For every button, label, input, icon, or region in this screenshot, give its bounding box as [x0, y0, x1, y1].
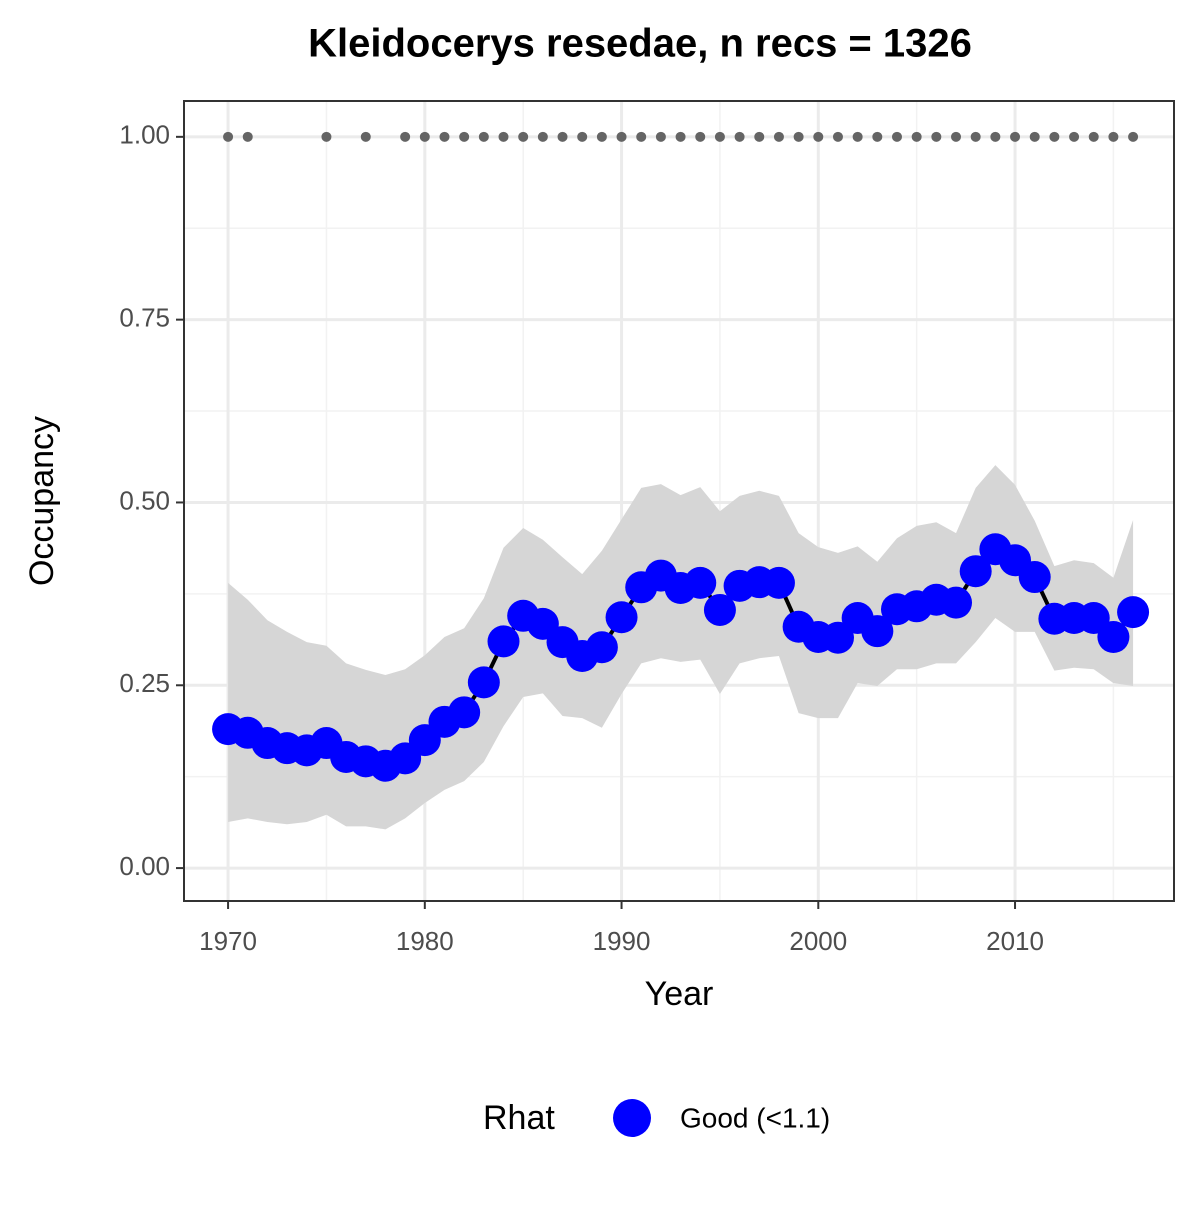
record-point: [813, 131, 824, 142]
data-point: [684, 566, 717, 599]
x-axis-label: Year: [645, 975, 714, 1013]
data-point: [585, 631, 618, 664]
data-point: [1097, 621, 1130, 654]
x-tick-label: 2010: [986, 926, 1044, 956]
record-point: [911, 131, 922, 142]
record-point: [1010, 131, 1021, 142]
record-point: [1029, 131, 1040, 142]
record-point: [400, 131, 411, 142]
record-point: [951, 131, 962, 142]
data-point: [605, 601, 638, 634]
panel-border: [183, 100, 1175, 902]
data-point: [487, 625, 520, 658]
y-tick-label: 0.00: [119, 851, 170, 881]
record-point: [557, 131, 568, 142]
record-point: [714, 131, 725, 142]
record-point: [990, 131, 1001, 142]
chart-title: Kleidocerys resedae, n recs = 1326: [308, 22, 972, 66]
y-tick-label: 0.75: [119, 303, 170, 333]
record-point: [596, 131, 607, 142]
record-point: [754, 131, 765, 142]
record-point: [773, 131, 784, 142]
data-point: [703, 593, 736, 626]
y-axis-label: Occupancy: [23, 416, 61, 586]
x-tick-label: 1990: [593, 926, 651, 956]
record-point: [537, 131, 548, 142]
data-point: [762, 566, 795, 599]
record-point: [695, 131, 706, 142]
record-point: [439, 131, 450, 142]
record-point: [655, 131, 666, 142]
record-point: [223, 131, 234, 142]
record-point: [675, 131, 686, 142]
record-point: [1069, 131, 1080, 142]
y-tick-label: 1.00: [119, 120, 170, 150]
data-point: [821, 621, 854, 654]
legend-marker: [613, 1099, 651, 1137]
data-point: [861, 615, 894, 648]
record-point: [419, 131, 430, 142]
record-point: [793, 131, 804, 142]
record-point: [734, 131, 745, 142]
x-tick-label: 1970: [199, 926, 257, 956]
legend-title: Rhat: [483, 1099, 555, 1137]
y-tick-label: 0.50: [119, 485, 170, 515]
record-point: [360, 131, 371, 142]
record-point: [459, 131, 470, 142]
record-point: [891, 131, 902, 142]
data-point: [1117, 596, 1150, 629]
record-point: [498, 131, 509, 142]
x-tick-label: 2000: [789, 926, 847, 956]
record-point: [1128, 131, 1139, 142]
data-point: [467, 666, 500, 699]
record-point: [852, 131, 863, 142]
confidence-ribbon: [228, 465, 1134, 830]
record-point: [616, 131, 627, 142]
data-point: [1077, 602, 1110, 635]
data-point: [959, 555, 992, 588]
record-point: [636, 131, 647, 142]
record-point: [1049, 131, 1060, 142]
record-point: [577, 131, 588, 142]
x-tick-label: 1980: [396, 926, 454, 956]
record-point: [242, 131, 253, 142]
data-point: [940, 586, 973, 619]
record-point: [478, 131, 489, 142]
y-tick-label: 0.25: [119, 668, 170, 698]
data-point: [448, 696, 481, 729]
legend-label: Good (<1.1): [680, 1102, 830, 1133]
record-point: [321, 131, 332, 142]
record-point: [1088, 131, 1099, 142]
record-point: [832, 131, 843, 142]
record-point: [1108, 131, 1119, 142]
record-point: [872, 131, 883, 142]
record-point: [970, 131, 981, 142]
data-point: [1018, 561, 1051, 594]
record-point: [518, 131, 529, 142]
record-point: [931, 131, 942, 142]
